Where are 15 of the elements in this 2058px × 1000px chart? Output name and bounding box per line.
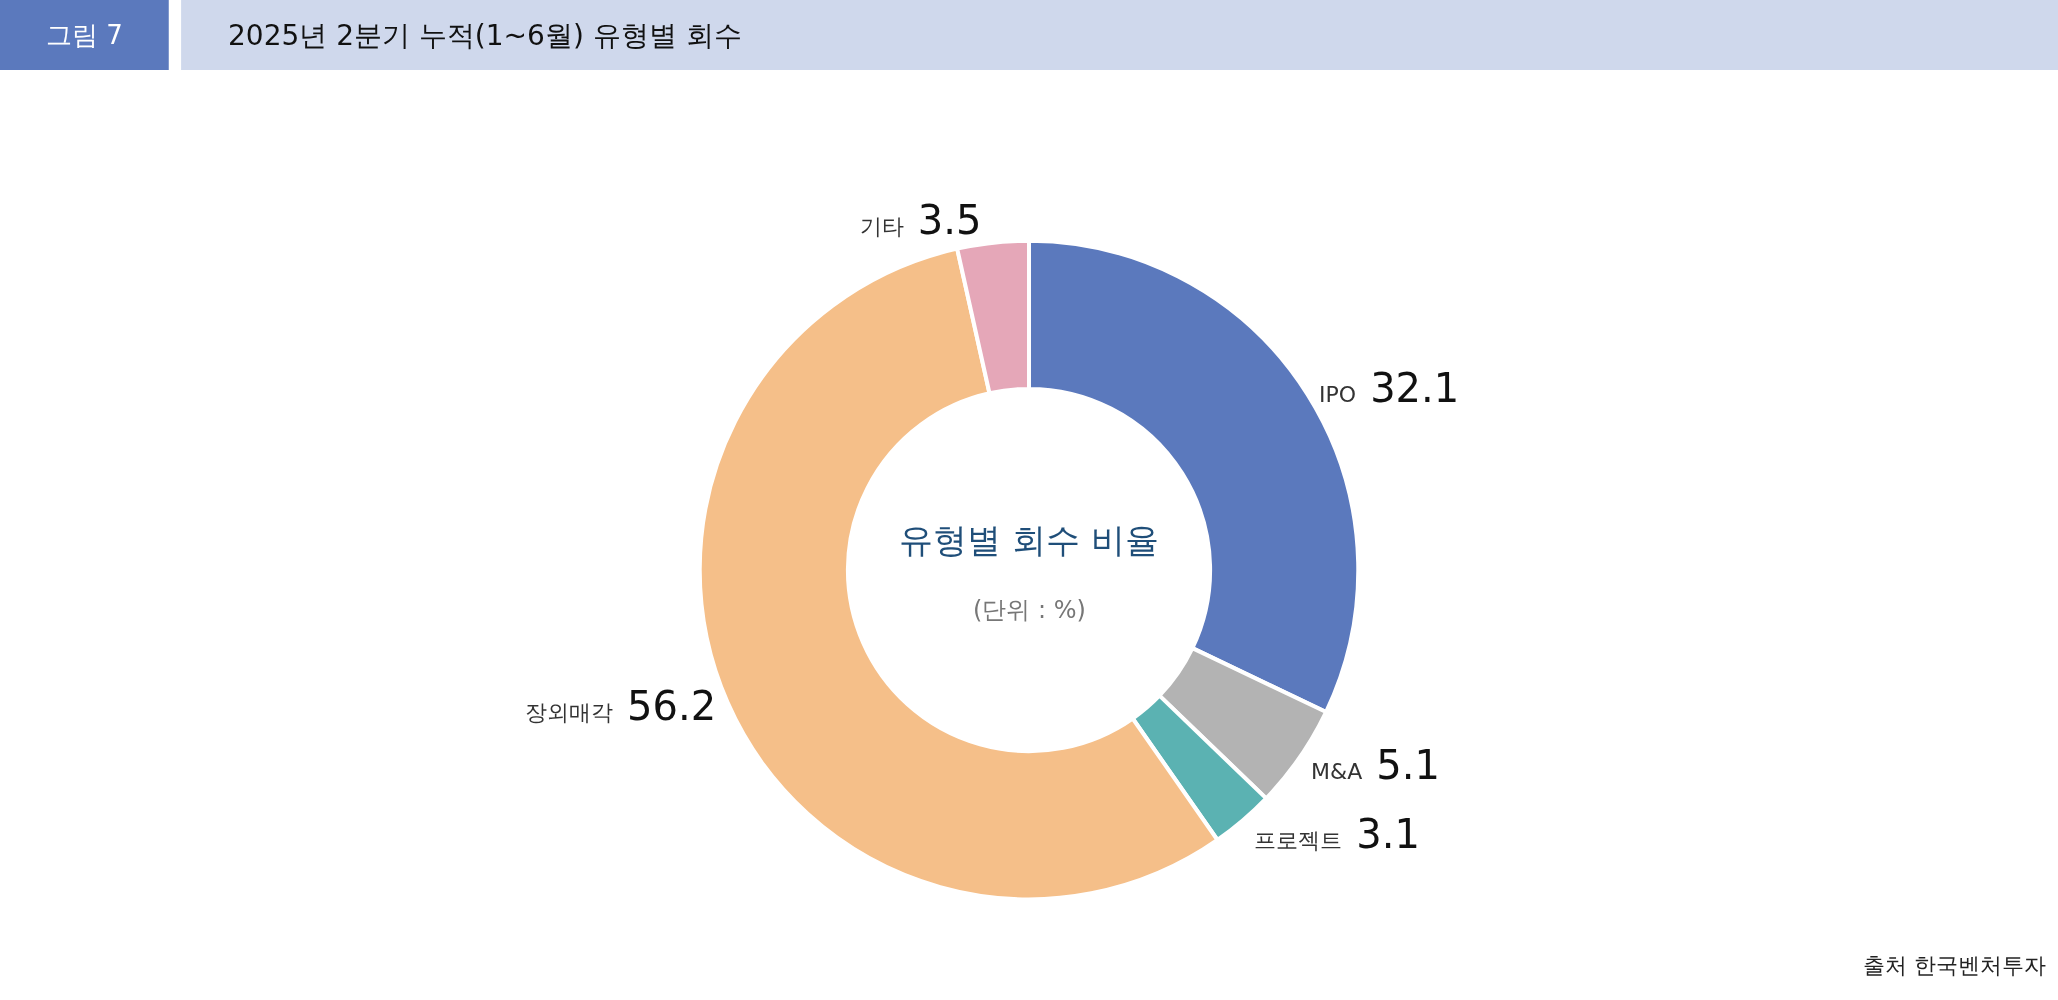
data-label: 5.1 [1376, 742, 1440, 789]
slice-label: 기타 [859, 213, 904, 239]
data-label: 3.1 [1356, 810, 1420, 857]
source-note: 출처 한국벤처투자 [1863, 953, 2046, 978]
text: 유형별 회수 비율 [899, 520, 1159, 560]
caption: 그림 7 [46, 20, 123, 50]
data-label: 56.2 [627, 683, 717, 730]
slice-label: 프로젝트 [1254, 827, 1343, 853]
data-label: 32.1 [1370, 364, 1460, 411]
slice-label: 장외매각 [525, 700, 614, 726]
chart-title: 2025년 2분기 누적(1~6월) 유형별 회수 [228, 19, 742, 52]
text: (단위 : %) [973, 596, 1086, 624]
data-label: 3.5 [917, 196, 982, 243]
slice-label: IPO [1319, 381, 1357, 407]
slice-label: M&A [1311, 759, 1363, 785]
